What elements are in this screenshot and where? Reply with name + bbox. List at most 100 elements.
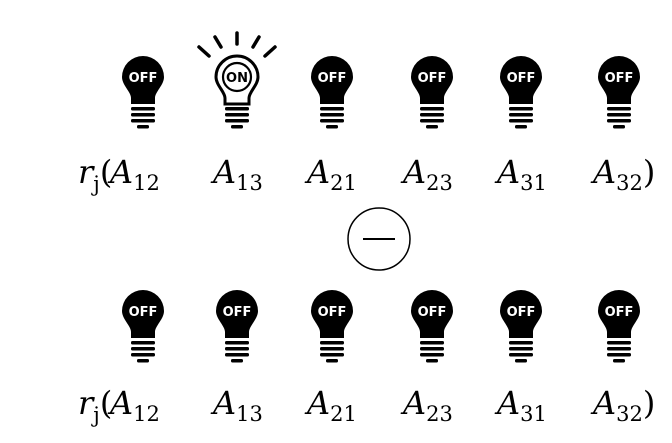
bulb-base-ring xyxy=(131,341,155,345)
bulb-globe xyxy=(598,56,640,104)
bulb-base-ring xyxy=(225,347,249,351)
bulb-label-ring xyxy=(221,61,253,93)
variable-label: A23 xyxy=(400,153,453,195)
lightbulb-off-icon: OFF xyxy=(598,290,640,363)
bulb-base-ring xyxy=(607,353,631,357)
bulb-base-ring xyxy=(420,347,444,351)
variable-label: A23 xyxy=(400,384,453,426)
lightbulb-off-icon: OFF xyxy=(311,56,353,129)
bulb-state-label: OFF xyxy=(223,305,252,320)
circled-minus-icon xyxy=(347,207,411,271)
bulb-base-ring xyxy=(225,341,249,345)
light-ray xyxy=(263,45,277,58)
bottom-row: OFF OFF OFF OFF OFF OFF rj(A12 A13 A21 A23 A31 A32) xyxy=(78,290,655,427)
bulb-base-ring xyxy=(225,119,249,123)
bulb-base-ring xyxy=(509,353,533,357)
top-row: OFF ON OFF OFF OFF OFF rj(A12 A13 A21 A23 A31 A32) xyxy=(78,31,655,196)
bulb-base-ring xyxy=(420,107,444,111)
variable-label: A32) xyxy=(590,384,655,426)
bulb-tip xyxy=(515,359,527,363)
light-ray xyxy=(197,45,211,58)
bulb-tip xyxy=(426,359,438,363)
bulb-tip xyxy=(231,125,243,129)
function-symbol: rj( xyxy=(78,384,112,427)
bulb-tip xyxy=(137,125,149,129)
bulb-tip xyxy=(613,359,625,363)
lightbulb-off-icon: OFF xyxy=(122,290,164,363)
lightbulb-off-icon: OFF xyxy=(216,290,258,363)
function-symbol: rj( xyxy=(78,153,112,196)
bulb-state-label: OFF xyxy=(418,305,447,320)
bulb-base-ring xyxy=(607,341,631,345)
bulb-base-ring xyxy=(607,119,631,123)
bulb-state-label: OFF xyxy=(318,71,347,86)
bulb-state-label: OFF xyxy=(605,71,634,86)
light-ray xyxy=(213,35,223,49)
variable-label: A13 xyxy=(210,153,263,195)
bulb-base-ring xyxy=(509,113,533,117)
variable-label: A31 xyxy=(494,153,547,195)
variable-label: A12 xyxy=(107,384,160,426)
bulb-base-ring xyxy=(509,347,533,351)
variable-label: A32) xyxy=(590,153,655,195)
bulb-base-ring xyxy=(131,353,155,357)
bulb-tip xyxy=(613,125,625,129)
bulb-base-ring xyxy=(420,353,444,357)
bulb-base-ring xyxy=(320,107,344,111)
variable-label: A21 xyxy=(304,384,357,426)
bulb-globe xyxy=(411,290,453,338)
bulb-base-ring xyxy=(420,113,444,117)
bulb-base-ring xyxy=(607,107,631,111)
bulb-state-label: OFF xyxy=(129,71,158,86)
lightbulb-off-icon: OFF xyxy=(598,56,640,129)
bulb-base-ring xyxy=(320,113,344,117)
bulb-base-ring xyxy=(509,107,533,111)
bulb-state-label: OFF xyxy=(129,305,158,320)
bulb-tip xyxy=(326,359,338,363)
bulb-tip xyxy=(426,125,438,129)
lightbulb-off-icon: OFF xyxy=(411,290,453,363)
bulb-state-label: OFF xyxy=(418,71,447,86)
bulb-base-ring xyxy=(420,341,444,345)
variable-label: A13 xyxy=(210,384,263,426)
bulb-base-ring xyxy=(607,347,631,351)
bulb-globe xyxy=(311,290,353,338)
bulb-state-label: ON xyxy=(226,71,248,86)
bulb-base-ring xyxy=(607,113,631,117)
bulb-tip xyxy=(137,359,149,363)
lightbulb-off-icon: OFF xyxy=(122,56,164,129)
bulb-tip xyxy=(515,125,527,129)
bulb-base-ring xyxy=(320,353,344,357)
bulb-base-ring xyxy=(225,113,249,117)
lightbulb-on-icon: ON xyxy=(197,31,277,129)
bulb-state-label: OFF xyxy=(507,71,536,86)
bulb-globe xyxy=(411,56,453,104)
light-ray xyxy=(251,35,261,49)
bulb-globe xyxy=(311,56,353,104)
bulb-globe xyxy=(500,290,542,338)
bulb-tip xyxy=(326,125,338,129)
lightbulb-off-icon: OFF xyxy=(500,290,542,363)
bulb-base-ring xyxy=(131,119,155,123)
bulb-state-label: OFF xyxy=(318,305,347,320)
bulb-base-ring xyxy=(225,353,249,357)
bulb-base-ring xyxy=(131,113,155,117)
bulb-base-ring xyxy=(131,107,155,111)
lightbulb-off-icon: OFF xyxy=(500,56,542,129)
bulb-state-label: OFF xyxy=(605,305,634,320)
bulb-globe xyxy=(122,56,164,104)
variable-label: A31 xyxy=(494,384,547,426)
bulb-globe xyxy=(122,290,164,338)
bulb-base-ring xyxy=(509,341,533,345)
variable-label: A21 xyxy=(304,153,357,195)
bulb-base-ring xyxy=(131,347,155,351)
lightbulb-off-icon: OFF xyxy=(311,290,353,363)
bulb-base-ring xyxy=(420,119,444,123)
bulb-globe xyxy=(216,290,258,338)
bulb-base-ring xyxy=(225,107,249,111)
bulb-state-label: OFF xyxy=(507,305,536,320)
lightbulb-off-icon: OFF xyxy=(411,56,453,129)
bulb-globe xyxy=(598,290,640,338)
bulb-globe xyxy=(500,56,542,104)
